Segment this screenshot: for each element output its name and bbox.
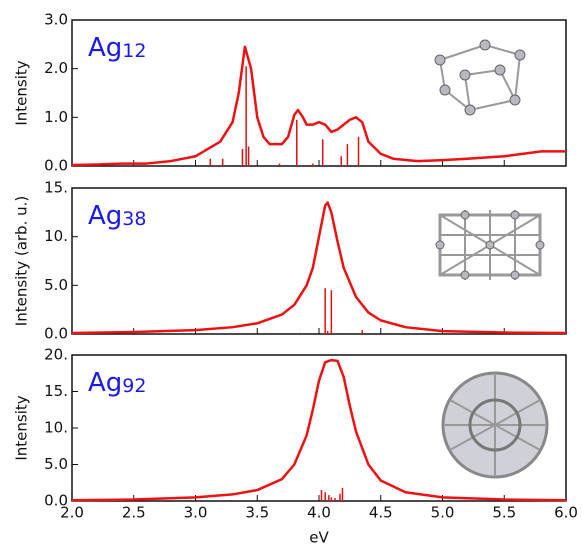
y-tick-label: 0.0 [44,157,68,175]
x-tick-label: 2.0 [60,504,84,522]
x-tick-label: 4.0 [307,504,331,522]
y-tick-label: 1.0 [44,108,68,126]
panel: 0.0 1.0 2.0 3.0 Intensity Ag12 [13,11,567,175]
y-tick-label: 10. [44,227,68,245]
chart: 0.01.02.03.0IntensityAg120.05.010.15.Int… [0,0,582,545]
x-tick-label: 3.5 [245,504,269,522]
y-tick-label: 0.0 [44,325,68,343]
y-tick-label: 2.0 [44,59,68,77]
annotation-subscript: 12 [122,40,146,62]
x-tick-label: 3.0 [184,504,208,522]
x-axis-label: eV [309,529,329,545]
y-tick-label: 10. [44,419,68,437]
annotation-text: Ag [88,33,122,63]
y-tick-label: 5.0 [44,276,68,294]
y-axis-label: Intensity [13,60,31,125]
annotation: Ag12 [88,33,146,63]
x-tick-label: 2.5 [122,504,146,522]
molecule-ag92 [443,373,547,477]
y-tick-label: 15. [44,382,68,400]
x-tick-label: 5.0 [431,504,455,522]
molecule-ag38 [436,210,544,280]
annotation: Ag38 [88,201,146,231]
x-tick-label: 5.5 [492,504,516,522]
annotation-subscript: 92 [122,375,146,397]
panel: 0.0 5.0 10. 15. Intensity (arb. u.) Ag38 [13,179,567,343]
y-tick-label: 20. [44,346,68,364]
annotation-text: Ag [88,201,122,231]
x-tick-label: 4.5 [369,504,393,522]
y-tick-label: 5.0 [44,455,68,473]
molecule-ag12 [435,40,525,115]
annotation-subscript: 38 [122,208,146,230]
y-axis-label: Intensity [13,395,31,460]
x-tick-label: 6.0 [554,504,578,522]
y-axis-label: Intensity (arb. u.) [13,196,31,326]
annotation: Ag92 [88,368,146,398]
annotation-text: Ag [88,368,122,398]
y-tick-label: 15. [44,179,68,197]
y-tick-label: 3.0 [44,11,68,29]
